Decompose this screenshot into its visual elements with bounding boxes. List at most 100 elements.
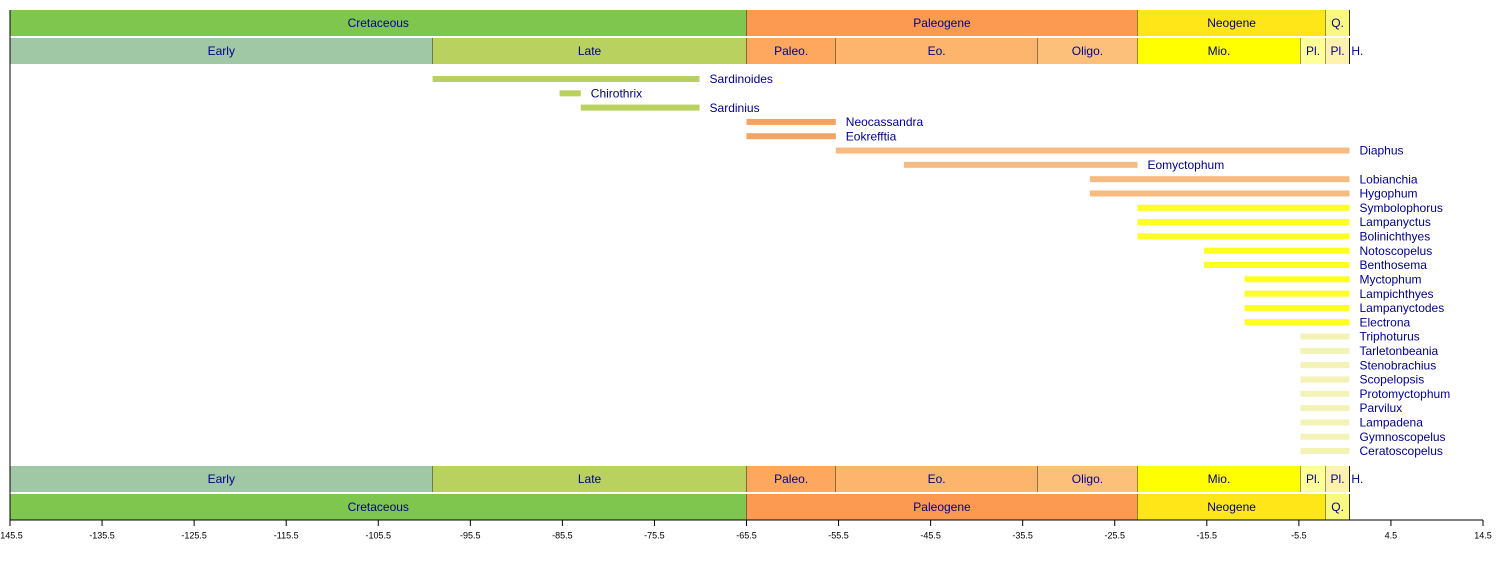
epoch-band-label: Early [208, 472, 235, 486]
period-band-label: Paleogene [913, 16, 971, 30]
range-bar [432, 76, 700, 82]
range-bar [1137, 204, 1350, 211]
range-bar [1244, 290, 1350, 297]
x-tick-label: -25.5 [1104, 530, 1125, 540]
range-bar [1089, 190, 1350, 197]
epoch-band [835, 38, 1038, 64]
period-band-label: Q. [1331, 16, 1344, 30]
epoch-band [1137, 38, 1301, 64]
taxon-label: Chirothrix [591, 86, 642, 100]
taxon-label: Symbolophorus [1360, 201, 1443, 215]
range-bar [1300, 390, 1350, 397]
period-band-label: Neogene [1207, 16, 1256, 30]
range-bar [1137, 233, 1350, 240]
x-tick-label: -5.5 [1291, 530, 1307, 540]
epoch-band-label: Mio. [1208, 472, 1231, 486]
range-bar [1204, 247, 1350, 254]
taxon-label: Neocassandra [846, 115, 924, 129]
epoch-band-label: Early [208, 44, 235, 58]
x-tick-label: -105.5 [365, 530, 391, 540]
epoch-band-label: Eo. [928, 44, 946, 58]
x-tick-label: -75.5 [644, 530, 665, 540]
range-bar [1300, 362, 1350, 369]
range-bar [1300, 448, 1350, 454]
epoch-band-label: Pl. [1306, 44, 1320, 58]
range-bar [746, 118, 836, 125]
taxon-label: Sardinius [710, 101, 760, 115]
x-tick-label: -135.5 [89, 530, 115, 540]
epoch-band [1300, 38, 1326, 64]
epoch-band-label: Pl. [1306, 472, 1320, 486]
range-bar [1300, 419, 1350, 426]
x-tick-label: -35.5 [1012, 530, 1033, 540]
taxon-label: Stenobrachius [1360, 358, 1437, 372]
epoch-band [1137, 466, 1301, 492]
epoch-band [1325, 38, 1350, 64]
epoch-band [1037, 38, 1138, 64]
epoch-band-label: Pl. [1331, 44, 1345, 58]
range-bar [1137, 219, 1350, 226]
taxon-label: Lampanyctodes [1360, 301, 1445, 315]
taxon-label: Eokrefftia [846, 129, 897, 143]
taxon-label: Gymnoscopelus [1360, 430, 1446, 444]
range-bar [1204, 262, 1350, 268]
taxon-label: Triphoturus [1360, 330, 1420, 344]
x-tick-label: -115.5 [274, 530, 299, 540]
epoch-band [10, 466, 433, 492]
taxon-label: Notoscopelus [1360, 244, 1433, 258]
taxon-label: Bolinichthyes [1360, 230, 1431, 244]
range-bar [1300, 405, 1350, 412]
epoch-band [1300, 466, 1326, 492]
epoch-band-label: Pl. [1331, 472, 1345, 486]
range-bar [580, 104, 700, 111]
taxon-label: Scopelopsis [1360, 373, 1425, 387]
taxon-label: Parvilux [1360, 401, 1403, 415]
range-bar [1244, 319, 1350, 326]
range-bar [1244, 304, 1350, 311]
epoch-band [432, 38, 747, 64]
taxon-label: Tarletonbeania [1360, 344, 1439, 358]
range-bar [746, 133, 836, 140]
period-band [746, 494, 1138, 520]
x-tick-label: 14.5 [1474, 530, 1492, 540]
taxon-label: Diaphus [1360, 144, 1404, 158]
taxon-label: Electrona [1360, 315, 1411, 329]
epoch-band [432, 466, 747, 492]
x-tick-label: -15.5 [1197, 530, 1218, 540]
period-band [746, 10, 1138, 36]
range-bar [1300, 347, 1350, 354]
epoch-band [1325, 466, 1350, 492]
epoch-band-label: Paleo. [774, 472, 808, 486]
taxon-label: Sardinoides [710, 72, 773, 86]
x-tick-label: -145.5 [0, 530, 23, 540]
period-band [10, 10, 747, 36]
taxon-label: Lobianchia [1360, 172, 1418, 186]
x-tick-label: 4.5 [1385, 530, 1398, 540]
taxon-label: Lampichthyes [1360, 287, 1434, 301]
epoch-band [1037, 466, 1138, 492]
epoch-band-label: Late [578, 44, 602, 58]
epoch-band [746, 38, 836, 64]
range-bar [835, 147, 1350, 154]
period-band-label: Paleogene [913, 500, 971, 514]
x-tick-label: -55.5 [828, 530, 849, 540]
period-band-label: Cretaceous [348, 500, 409, 514]
epoch-band-label: Oligo. [1072, 44, 1103, 58]
taxon-label: Benthosema [1360, 258, 1428, 272]
epoch-band-label: Oligo. [1072, 472, 1103, 486]
range-bar [1089, 176, 1350, 183]
epoch-band-label: Paleo. [774, 44, 808, 58]
range-bar [559, 90, 581, 97]
taxon-label: Myctophum [1360, 272, 1422, 286]
period-band [1325, 10, 1350, 36]
epoch-band-label: Mio. [1208, 44, 1231, 58]
epoch-band-label: Late [578, 472, 602, 486]
period-band [1137, 494, 1326, 520]
epoch-band [746, 466, 836, 492]
taxon-label: Eomyctophum [1147, 158, 1224, 172]
x-tick-label: -125.5 [181, 530, 207, 540]
epoch-band-label: Eo. [928, 472, 946, 486]
epoch-band [835, 466, 1038, 492]
period-band [10, 494, 747, 520]
